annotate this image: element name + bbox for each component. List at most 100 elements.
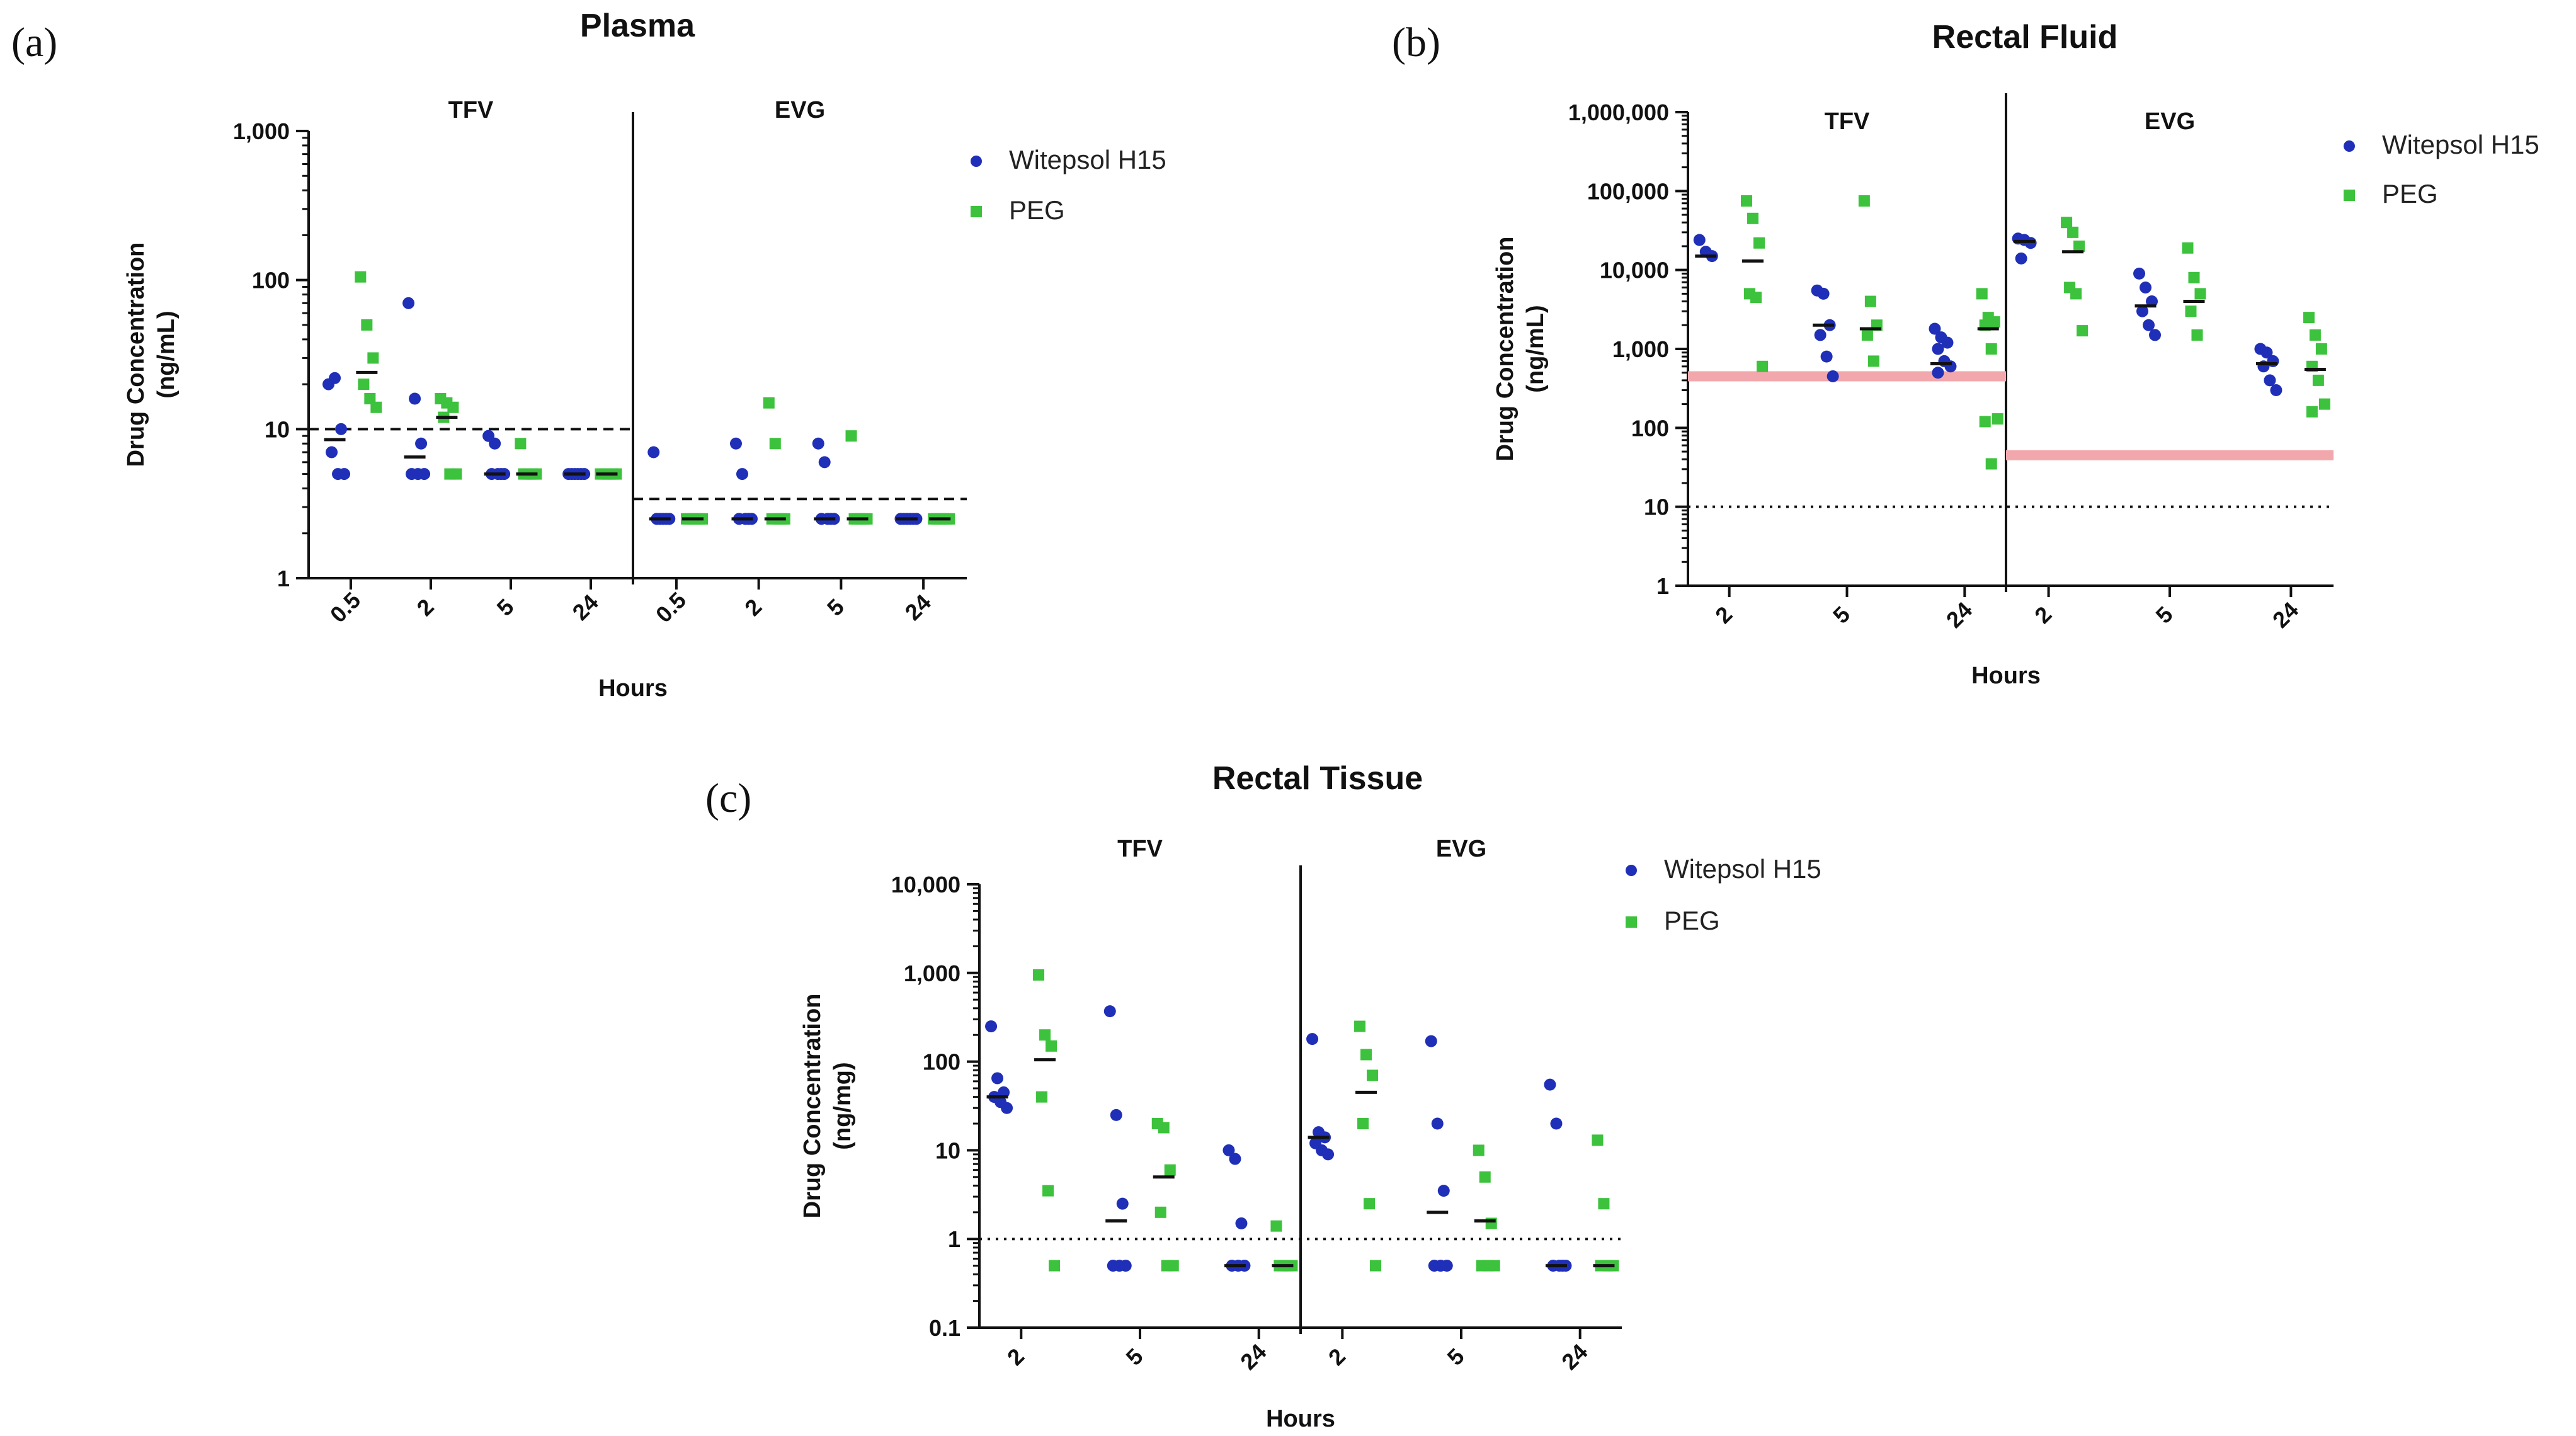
data-point-witepsol: [1431, 1117, 1444, 1130]
data-point-witepsol: [736, 468, 748, 481]
data-point-peg: [763, 397, 775, 409]
data-point-peg: [1867, 355, 1879, 367]
x-axis-label: Hours: [598, 675, 668, 702]
data-point-witepsol: [1820, 350, 1833, 363]
group-label: TFV: [448, 97, 494, 123]
x-tick-label: 2: [739, 594, 767, 621]
x-tick-label: 5: [822, 594, 849, 621]
legend-marker-witepsol: [1626, 865, 1637, 876]
data-point-witepsol: [991, 1072, 1004, 1085]
data-point-peg: [1976, 288, 1988, 300]
y-axis-label: Drug Concentration: [123, 242, 149, 467]
data-point-peg: [1158, 1122, 1170, 1134]
data-point-witepsol: [1222, 1144, 1235, 1156]
data-point-peg: [1488, 1260, 1500, 1272]
chart-panel-3: Rectal Tissue 0.1 1 10 100 1,000 10,000 Drug Co…: [799, 760, 1821, 1432]
data-point-peg: [845, 430, 857, 442]
data-point-peg: [2318, 398, 2330, 410]
data-point-peg: [1360, 1049, 1372, 1061]
data-point-witepsol: [418, 468, 431, 481]
data-point-witepsol: [1001, 1102, 1013, 1114]
data-point-peg: [1747, 212, 1759, 224]
data-point-peg: [2312, 374, 2324, 386]
legend-marker-peg: [971, 206, 982, 217]
data-point-witepsol: [2146, 295, 2158, 308]
data-point-witepsol: [1693, 234, 1706, 246]
legend-marker-witepsol: [971, 156, 982, 167]
legend-label: PEG: [1009, 195, 1065, 225]
data-point-witepsol: [2264, 374, 2276, 387]
y-axis-unit-label: (ng/mL): [153, 311, 180, 398]
legend-label: Witepsol H15: [1664, 854, 1821, 884]
data-point-peg: [2073, 240, 2085, 252]
x-tick-label: 5: [2151, 601, 2178, 629]
data-point-peg: [1598, 1198, 1610, 1210]
data-point-witepsol: [647, 446, 660, 459]
data-point-peg: [1741, 195, 1753, 207]
data-point-witepsol: [1229, 1153, 1241, 1165]
x-tick-label: 24: [1941, 597, 1977, 633]
data-point-witepsol: [415, 437, 428, 450]
data-point-witepsol: [2143, 319, 2155, 331]
data-point-witepsol: [812, 437, 824, 450]
data-point-peg: [1757, 360, 1769, 372]
data-point-peg: [1364, 1198, 1376, 1210]
y-tick-label: 100: [923, 1049, 960, 1075]
data-point-witepsol: [1322, 1148, 1335, 1161]
data-point-peg: [370, 401, 382, 413]
y-axis-label: Drug Concentration: [1492, 237, 1519, 462]
data-point-witepsol: [489, 437, 501, 450]
data-point-witepsol: [409, 392, 421, 405]
data-point-peg: [2315, 343, 2327, 355]
data-point-witepsol: [1119, 1260, 1132, 1272]
y-tick-label: 1,000,000: [1568, 100, 1669, 125]
y-tick-label: 0.1: [929, 1315, 960, 1341]
x-tick-label: 2: [1710, 601, 1737, 629]
x-tick-label: 24: [1235, 1339, 1271, 1375]
data-point-peg: [1039, 1029, 1051, 1041]
data-point-witepsol: [729, 437, 742, 450]
data-point-witepsol: [1544, 1078, 1556, 1091]
data-point-witepsol: [1235, 1217, 1248, 1229]
data-point-peg: [1473, 1144, 1485, 1156]
y-tick-label: 1,000: [233, 118, 290, 144]
data-point-witepsol: [1932, 343, 1944, 355]
data-point-witepsol: [2270, 384, 2282, 397]
y-tick-label: 1: [948, 1226, 960, 1252]
data-point-peg: [2303, 312, 2315, 324]
data-point-peg: [1354, 1020, 1366, 1032]
data-point-witepsol: [335, 423, 348, 435]
data-point-witepsol: [1827, 370, 1839, 382]
data-point-witepsol: [329, 372, 341, 384]
data-point-peg: [2070, 288, 2082, 300]
data-point-peg: [1864, 295, 1876, 307]
panel-letter-a: (a): [11, 20, 58, 66]
data-point-witepsol: [1941, 336, 1954, 349]
x-tick-label: 24: [900, 590, 936, 625]
data-point-peg: [1042, 1185, 1054, 1197]
data-point-peg: [1753, 237, 1765, 249]
legend-marker-witepsol: [2344, 140, 2355, 152]
data-point-witepsol: [1550, 1117, 1563, 1130]
data-point-witepsol: [1425, 1035, 1437, 1047]
chart-title: Rectal Tissue: [1212, 760, 1423, 797]
x-axis-label: Hours: [1266, 1406, 1335, 1432]
data-point-peg: [1861, 329, 1873, 341]
x-tick-label: 0.5: [325, 587, 365, 627]
data-point-witepsol: [1817, 287, 1830, 300]
x-tick-label: 5: [1121, 1343, 1148, 1370]
data-point-peg: [1033, 969, 1045, 981]
y-tick-label: 1,000: [904, 960, 960, 986]
data-point-witepsol: [1116, 1197, 1129, 1210]
x-tick-label: 24: [1556, 1339, 1592, 1375]
data-point-peg: [1592, 1134, 1604, 1146]
y-tick-label: 100,000: [1587, 178, 1669, 204]
x-tick-label: 5: [1828, 601, 1855, 629]
group-label: TFV: [1825, 108, 1870, 135]
data-point-peg: [361, 319, 373, 331]
data-point-witepsol: [2140, 281, 2152, 293]
legend-marker-peg: [2344, 190, 2355, 201]
data-point-witepsol: [1929, 322, 1941, 335]
data-point-witepsol: [1306, 1033, 1319, 1046]
